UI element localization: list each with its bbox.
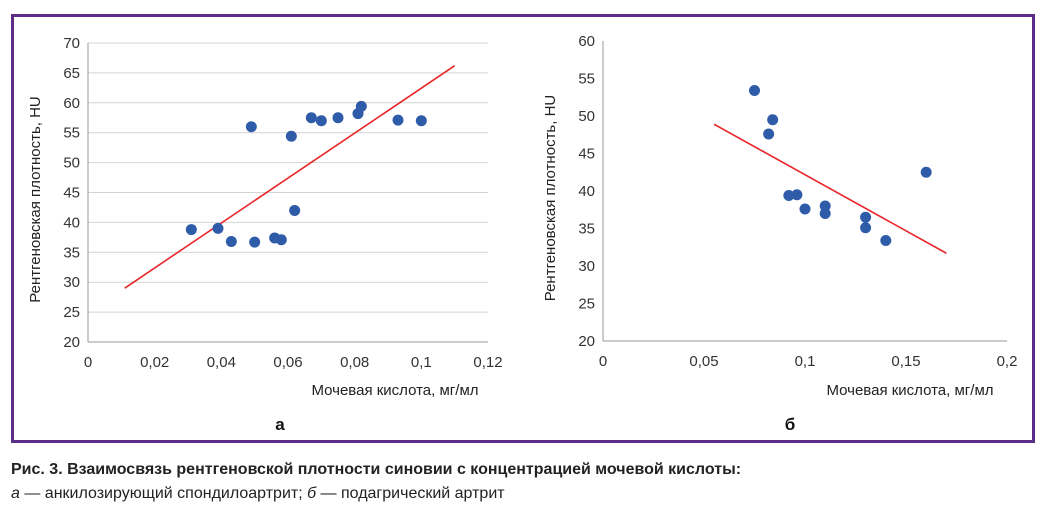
chart-a-y-tick-label: 70 [63, 35, 80, 52]
caption-legend: а — анкилозирующий спондилоартрит; б — п… [11, 482, 1041, 506]
chart-a-data-point [225, 236, 237, 248]
chart-a-data-point [392, 114, 404, 126]
chart-b-data-point [749, 85, 760, 96]
caption-text-a: — анкилозирующий спондилоартрит; [19, 485, 308, 502]
chart-a-y-tick-label: 45 [63, 185, 80, 202]
chart-a-data-point [415, 115, 427, 127]
chart-b-data-point [783, 190, 795, 201]
chart-a-y-axis-label: Рентгеновская плотность, HU [27, 96, 44, 303]
figure-caption: Рис. 3. Взаимосвязь рентгеновской плотно… [11, 458, 1041, 506]
chart-b-data-point [763, 128, 775, 140]
chart-a-y-tick-label: 25 [63, 304, 80, 321]
chart-a-data-point [245, 121, 257, 133]
chart-a-data-point [285, 130, 297, 142]
chart-b-data-point [860, 211, 872, 223]
caption-letter-b: б [307, 485, 317, 502]
chart-b-x-tick-label: 0 [599, 353, 607, 370]
chart-a-y-tick-label: 20 [63, 334, 80, 351]
chart-a-data-point [289, 204, 301, 216]
chart-a-data-point [315, 115, 327, 127]
caption-text-b: — подагрический артрит [316, 485, 505, 502]
chart-a-x-tick-label: 0,08 [340, 354, 369, 371]
chart-b-data-point [791, 189, 803, 201]
chart-a-data-point [249, 236, 261, 248]
chart-b-x-axis-label: Мочевая кислота, мг/мл [826, 382, 993, 399]
chart-b-y-tick-label: 40 [578, 183, 595, 200]
chart-a-x-tick-label: 0 [84, 354, 92, 371]
chart-b-y-tick-label: 60 [578, 33, 595, 50]
chart-a-y-tick-label: 35 [63, 244, 80, 261]
chart-a-data-point [212, 222, 224, 234]
chart-a-data-point [332, 112, 344, 124]
chart-a-data-point [275, 234, 287, 246]
chart-b-y-tick-label: 30 [578, 258, 595, 275]
chart-b-y-tick-label: 35 [578, 221, 595, 238]
chart-a-data-point [185, 224, 197, 236]
chart-a-y-tick-label: 50 [63, 155, 80, 172]
chart-a-panel-label: а [275, 415, 285, 434]
chart-b-panel-label: б [785, 415, 796, 434]
chart-b-data-point [860, 222, 872, 234]
chart-b-y-tick-label: 50 [578, 108, 595, 125]
chart-a-trendline [124, 65, 456, 289]
chart-b-x-tick-label: 0,15 [891, 353, 920, 370]
caption-title: Рис. 3. Взаимосвязь рентгеновской плотно… [11, 461, 742, 478]
chart-a-y-tick-label: 30 [63, 274, 80, 291]
chart-a-y-tick-label: 60 [63, 95, 80, 112]
chart-b-data-point [920, 166, 932, 178]
chart-b-data-point [799, 203, 811, 215]
chart-a-x-tick-label: 0,04 [207, 354, 236, 371]
chart-b-x-tick-label: 0,05 [689, 353, 718, 370]
chart-b-y-axis-label: Рентгеновская плотность, HU [542, 95, 559, 302]
chart-a-x-tick-label: 0,1 [411, 354, 432, 371]
chart-b-y-tick-label: 25 [578, 296, 595, 313]
chart-b-y-tick-label: 55 [578, 71, 595, 88]
chart-b-trendline [713, 123, 947, 254]
chart-b-data-point [767, 114, 779, 126]
chart-a-data-point [305, 112, 317, 124]
chart-b-y-tick-label: 45 [578, 146, 595, 163]
chart-a-y-tick-label: 65 [63, 65, 80, 82]
caption-letter-a: а [11, 485, 20, 502]
chart-a-x-tick-label: 0,06 [273, 354, 302, 371]
chart-a-x-tick-label: 0,12 [473, 354, 502, 371]
chart-b-data-point [819, 208, 831, 219]
chart-a-y-tick-label: 40 [63, 214, 80, 231]
chart-a-x-tick-label: 0,02 [140, 354, 169, 371]
chart-b-x-tick-label: 0,2 [997, 353, 1018, 370]
chart-a-data-point [355, 100, 367, 112]
chart-a-x-axis-label: Мочевая кислота, мг/мл [311, 382, 478, 399]
chart-b-x-tick-label: 0,1 [795, 353, 816, 370]
chart-a-y-tick-label: 55 [63, 125, 80, 142]
chart-b-data-point [880, 235, 892, 246]
charts-canvas: 20 25 30 35 40 45 50 55 60 65 70 0 0,02 0,04 0,06 0,08 0… [27, 33, 1018, 434]
chart-b-y-tick-label: 20 [578, 333, 595, 350]
